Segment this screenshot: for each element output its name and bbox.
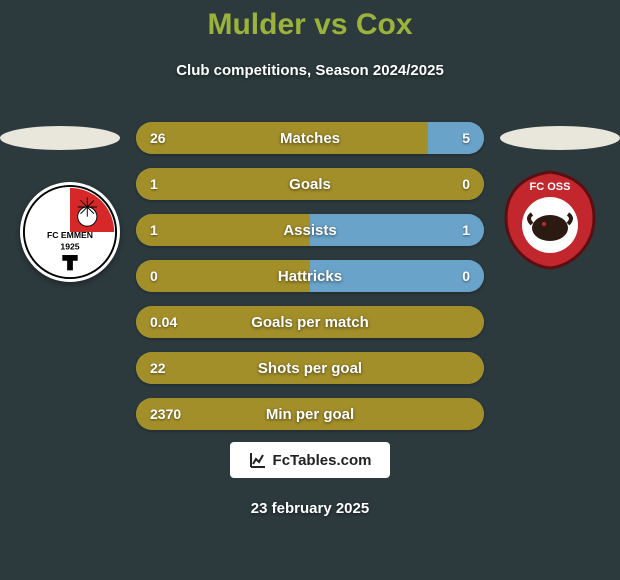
- svg-text:1925: 1925: [60, 241, 79, 251]
- page-title: Mulder vs Cox: [0, 8, 620, 42]
- subtitle: Club competitions, Season 2024/2025: [0, 62, 620, 79]
- chart-icon: [249, 451, 267, 469]
- metric-bars: 265Matches 10Goals 11Assists 00Hattricks 0.0…: [136, 122, 484, 444]
- oss-crest-icon: FC OSS: [500, 170, 600, 270]
- metric-bar: 22Shots per goal: [136, 352, 484, 384]
- halo-left: [0, 126, 120, 150]
- date-caption: 23 february 2025: [0, 500, 620, 517]
- bar-label: Matches: [136, 122, 484, 154]
- metric-bar: 265Matches: [136, 122, 484, 154]
- svg-text:FC EMMEN: FC EMMEN: [47, 230, 93, 240]
- bar-label: Goals: [136, 168, 484, 200]
- svg-text:FC OSS: FC OSS: [530, 181, 571, 193]
- bar-label: Assists: [136, 214, 484, 246]
- metric-bar: 11Assists: [136, 214, 484, 246]
- halo-right: [500, 126, 620, 150]
- crest-right: FC OSS: [500, 170, 600, 270]
- metric-bar: 00Hattricks: [136, 260, 484, 292]
- crest-left: FC EMMEN 1925: [20, 182, 120, 282]
- bar-label: Hattricks: [136, 260, 484, 292]
- brand-text: FcTables.com: [273, 452, 372, 469]
- metric-bar: 10Goals: [136, 168, 484, 200]
- brand-badge: FcTables.com: [230, 442, 390, 478]
- bar-label: Goals per match: [136, 306, 484, 338]
- metric-bar: 2370Min per goal: [136, 398, 484, 430]
- bar-label: Min per goal: [136, 398, 484, 430]
- comparison-card: Mulder vs Cox Club competitions, Season …: [0, 0, 620, 580]
- emmen-crest-icon: FC EMMEN 1925: [22, 184, 118, 280]
- bar-label: Shots per goal: [136, 352, 484, 384]
- metric-bar: 0.04Goals per match: [136, 306, 484, 338]
